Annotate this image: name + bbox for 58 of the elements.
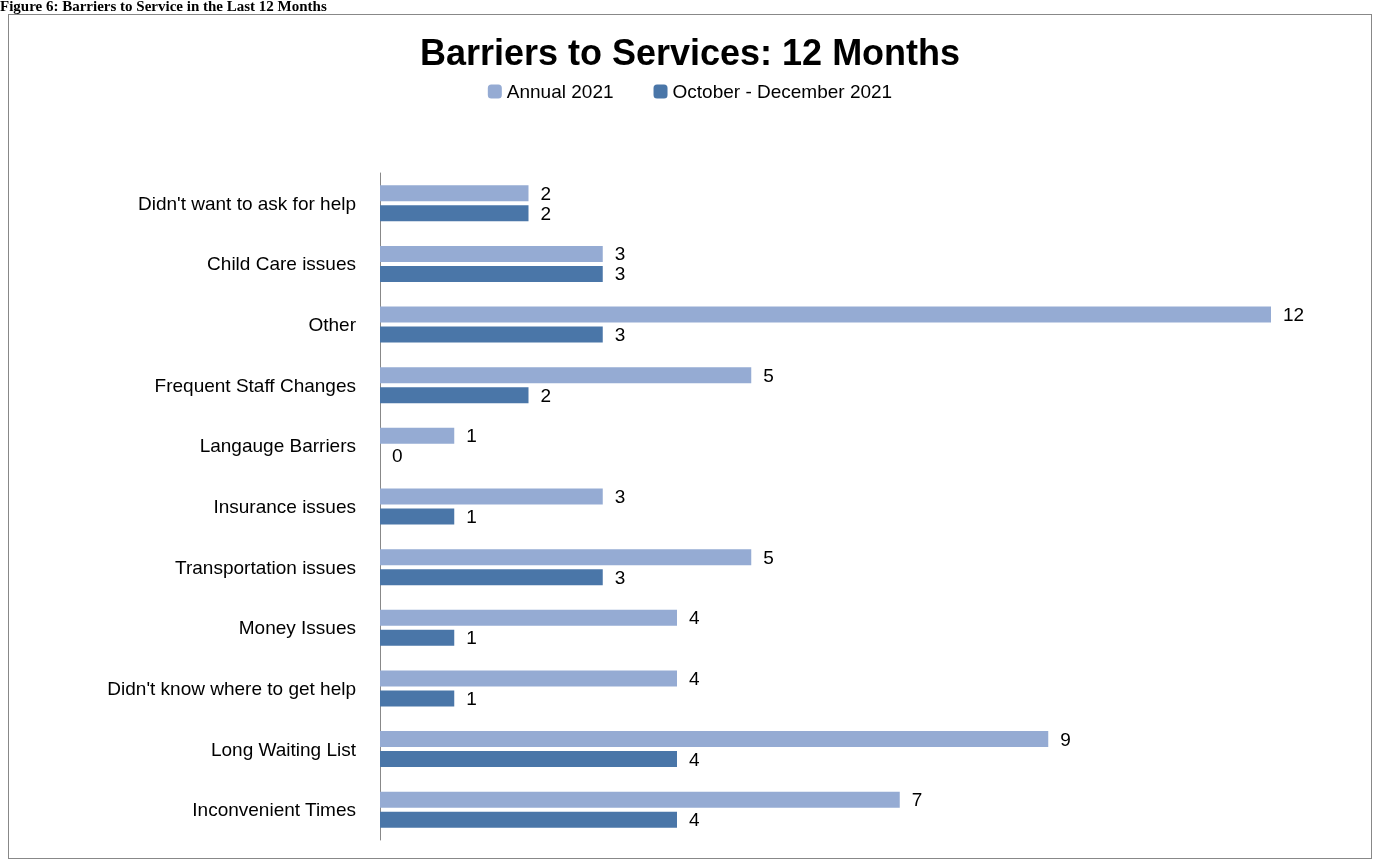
y-tick-label: Long Waiting List xyxy=(210,738,357,760)
data-label: 1 xyxy=(466,687,477,709)
bar xyxy=(380,427,455,444)
y-tick-label: Transportation issues xyxy=(175,556,356,578)
bar xyxy=(380,326,603,343)
bar xyxy=(380,690,455,707)
data-label: 4 xyxy=(689,607,700,629)
bar xyxy=(380,670,677,687)
bar xyxy=(380,508,455,525)
data-label: 2 xyxy=(540,384,552,406)
bar xyxy=(380,751,677,768)
y-tick-label: Didn't know where to get help xyxy=(107,677,356,699)
bar xyxy=(380,811,677,828)
bar xyxy=(380,549,752,566)
data-label: 4 xyxy=(689,809,700,831)
bar xyxy=(380,185,529,202)
y-tick-label: Inconvenient Times xyxy=(192,799,356,821)
bar xyxy=(380,488,603,505)
legend-label: Annual 2021 xyxy=(506,81,614,102)
caption: Figure 6: Barriers to Service in the Last 12 Months xyxy=(0,0,327,15)
bar xyxy=(380,306,1271,323)
data-label: 3 xyxy=(614,263,626,285)
data-label: 3 xyxy=(614,243,626,265)
data-label: 5 xyxy=(763,364,774,386)
y-tick-label: Didn't want to ask for help xyxy=(137,192,356,214)
data-label: 2 xyxy=(540,182,552,204)
bar xyxy=(380,205,529,222)
bar xyxy=(380,367,752,384)
bar xyxy=(380,629,455,646)
data-label: 9 xyxy=(1060,728,1071,750)
data-label: 12 xyxy=(1283,304,1305,326)
data-label: 3 xyxy=(614,566,626,588)
y-tick-label: Frequent Staff Changes xyxy=(154,374,356,396)
y-tick-label: Child Care issues xyxy=(207,253,356,275)
legend-label: October - December 2021 xyxy=(672,81,893,102)
data-label: 2 xyxy=(540,202,552,224)
data-label: 3 xyxy=(614,324,626,346)
chart-title: Barriers to Services: 12 Months xyxy=(419,31,961,73)
bar xyxy=(380,609,677,626)
data-label: 1 xyxy=(466,506,477,527)
y-tick-label: Insurance issues xyxy=(213,496,356,517)
bar xyxy=(380,265,603,282)
data-label: 7 xyxy=(911,789,923,811)
data-label: 1 xyxy=(466,627,477,649)
data-label: 5 xyxy=(763,546,774,568)
bar xyxy=(380,245,603,262)
y-tick-label: Langauge Barriers xyxy=(199,435,356,457)
data-label: 3 xyxy=(614,486,626,507)
bar xyxy=(380,387,529,404)
bar xyxy=(380,791,900,808)
data-label: 0 xyxy=(392,445,403,467)
data-label: 1 xyxy=(466,425,477,447)
bar xyxy=(380,731,1049,748)
data-label: 4 xyxy=(689,667,700,689)
bar xyxy=(380,569,603,586)
y-tick-label: Money Issues xyxy=(238,617,356,639)
data-label: 4 xyxy=(689,748,700,770)
y-tick-label: Other xyxy=(308,314,357,336)
